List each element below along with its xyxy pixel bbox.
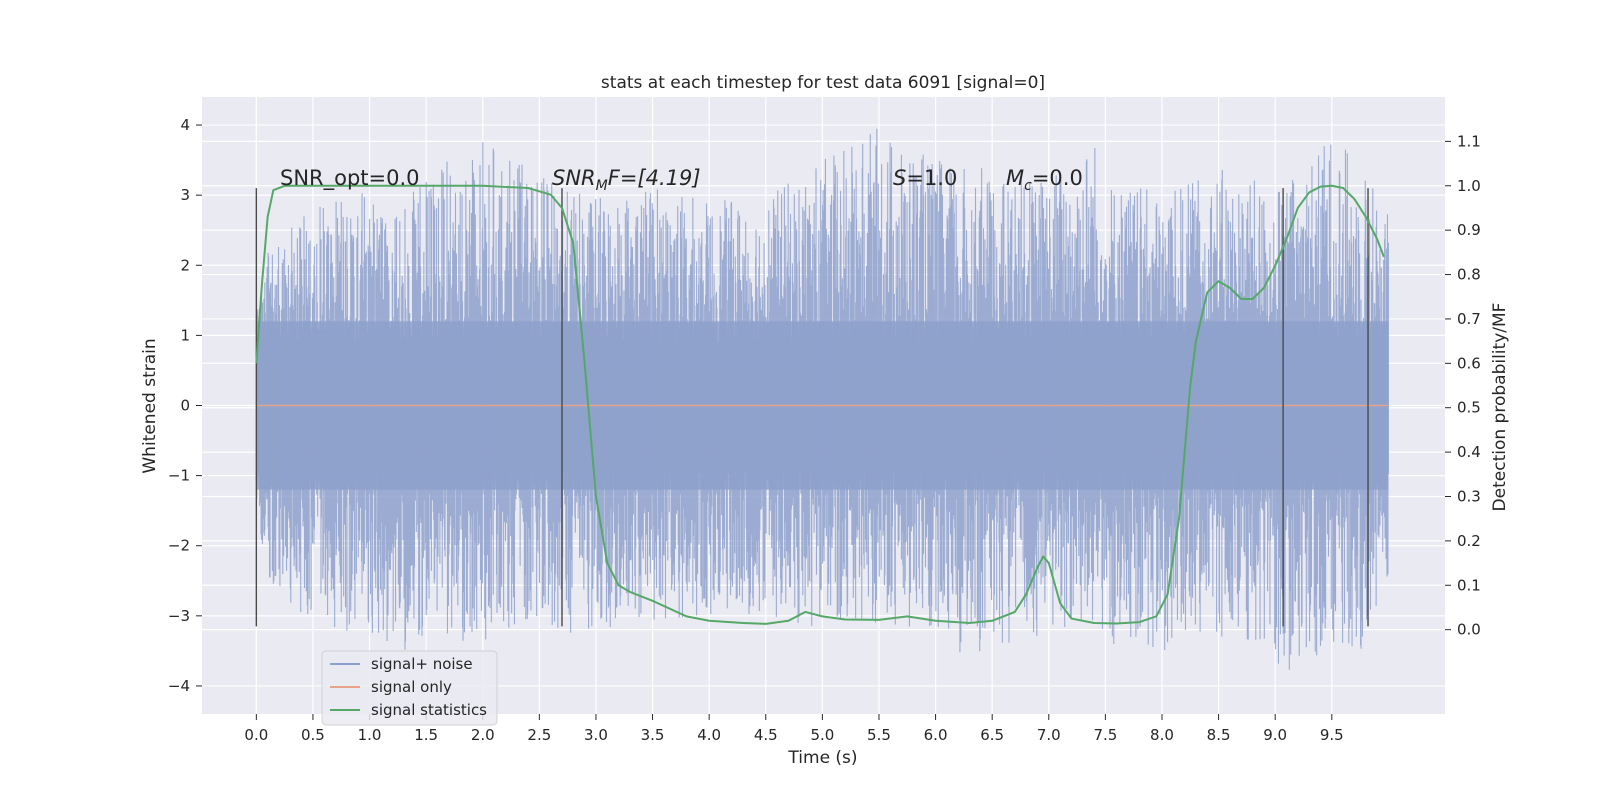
x-tick-label: 1.5 bbox=[414, 726, 438, 744]
x-tick-label: 2.5 bbox=[527, 726, 551, 744]
y-right-tick-label: 0.6 bbox=[1457, 354, 1481, 372]
x-tick-label: 8.0 bbox=[1150, 726, 1174, 744]
x-tick-label: 5.5 bbox=[867, 726, 891, 744]
y-right-tick-label: 1.0 bbox=[1457, 177, 1481, 195]
annotation-snr-opt: SNR_opt=0.0 bbox=[280, 166, 420, 191]
x-tick-label: 3.5 bbox=[641, 726, 665, 744]
y-axis-left-ticks: −4 −3 −2 −1 0 1 2 3 4 bbox=[168, 116, 202, 695]
x-tick-label: 6.5 bbox=[980, 726, 1004, 744]
x-tick-label: 9.5 bbox=[1320, 726, 1344, 744]
x-tick-label: 2.0 bbox=[471, 726, 495, 744]
legend-box bbox=[321, 650, 498, 726]
x-tick-label: 4.5 bbox=[754, 726, 778, 744]
y-right-tick-label: 0.4 bbox=[1457, 443, 1481, 461]
legend-label-signal-statistics: signal statistics bbox=[371, 701, 487, 719]
x-tick-label: 0.5 bbox=[301, 726, 325, 744]
y-left-tick-label: 1 bbox=[180, 326, 190, 344]
y-left-tick-label: −1 bbox=[168, 467, 190, 485]
y-axis-right-ticks: 0.0 0.1 0.2 0.3 0.4 0.5 0.6 0.7 0.8 0.9 1.0 1.1 bbox=[1445, 132, 1481, 639]
x-axis-label: Time (s) bbox=[787, 748, 857, 768]
signal-statistics-series bbox=[255, 184, 1385, 625]
y-right-tick-label: 0.5 bbox=[1457, 399, 1481, 417]
y-left-tick-label: 0 bbox=[180, 397, 190, 415]
y-left-tick-label: 4 bbox=[180, 116, 190, 134]
y-left-tick-label: 2 bbox=[180, 256, 190, 274]
y-left-tick-label: −3 bbox=[168, 607, 190, 625]
y-left-tick-label: 3 bbox=[180, 186, 190, 204]
x-tick-label: 6.0 bbox=[924, 726, 948, 744]
y-right-tick-label: 0.0 bbox=[1457, 621, 1481, 639]
x-tick-label: 4.0 bbox=[697, 726, 721, 744]
y-right-tick-label: 0.9 bbox=[1457, 221, 1481, 239]
x-axis-ticks: 0.0 0.5 1.0 1.5 2.0 2.5 3.0 3.5 4.0 4.5 5.0 5.5 6.0 6… bbox=[244, 714, 1344, 744]
x-tick-label: 8.5 bbox=[1207, 726, 1231, 744]
y-axis-right-label: Detection probability/MF bbox=[1490, 303, 1510, 512]
vertical-markers bbox=[255, 188, 1369, 627]
x-tick-label: 9.0 bbox=[1263, 726, 1287, 744]
x-tick-label: 1.0 bbox=[358, 726, 382, 744]
x-tick-label: 3.0 bbox=[584, 726, 608, 744]
y-right-tick-label: 1.1 bbox=[1457, 132, 1481, 150]
chart-title: stats at each timestep for test data 609… bbox=[601, 73, 1045, 93]
annotation-s: S=1.0 bbox=[893, 166, 957, 190]
legend: signal+ noise signal only signal statist… bbox=[321, 650, 498, 726]
y-axis-left-label: Whitened strain bbox=[140, 338, 160, 473]
y-right-tick-label: 0.8 bbox=[1457, 266, 1481, 284]
x-tick-label: 7.5 bbox=[1093, 726, 1117, 744]
annotation-mc: Mc=0.0 bbox=[1006, 166, 1083, 194]
legend-label-signal-noise: signal+ noise bbox=[371, 655, 473, 673]
x-tick-label: 0.0 bbox=[244, 726, 268, 744]
y-right-tick-label: 0.7 bbox=[1457, 310, 1481, 328]
y-right-tick-label: 0.2 bbox=[1457, 532, 1481, 550]
y-right-tick-label: 0.3 bbox=[1457, 487, 1481, 505]
y-right-tick-label: 0.1 bbox=[1457, 576, 1481, 594]
x-tick-label: 7.0 bbox=[1037, 726, 1061, 744]
y-left-tick-label: −2 bbox=[168, 537, 190, 555]
legend-label-signal-only: signal only bbox=[371, 678, 452, 696]
signal-statistics-line bbox=[255, 184, 1385, 625]
x-tick-label: 5.0 bbox=[810, 726, 834, 744]
y-left-tick-label: −4 bbox=[168, 677, 190, 695]
annotation-snr-mf: SNRMF=[4.19] bbox=[552, 166, 701, 194]
